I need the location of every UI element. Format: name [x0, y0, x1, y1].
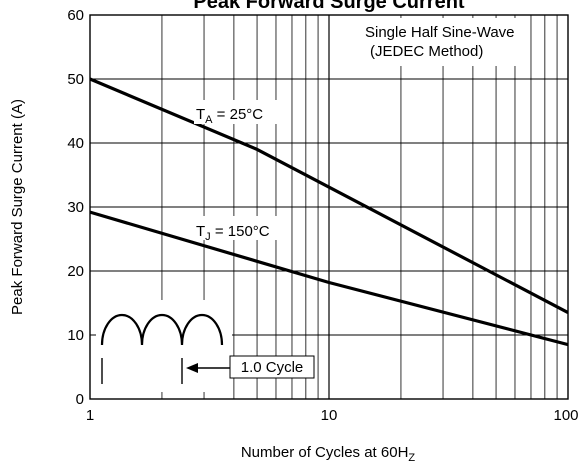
cycle-label: 1.0 Cycle [241, 359, 304, 376]
y-axis-label: Peak Forward Surge Current (A) [9, 99, 26, 315]
series-line-tj-150c [90, 210, 568, 347]
half-sine-wave-icon [96, 300, 232, 392]
note-line-2: (JEDEC Method) [370, 43, 483, 60]
cycle-arrow [186, 363, 230, 373]
x-tick-label: 1 [86, 407, 94, 424]
y-tick-label: 0 [76, 391, 84, 408]
x-axis-label-main: Number of Cycles at 60H [241, 444, 409, 461]
y-tick-label: 50 [67, 71, 84, 88]
x-tick-label: 10 [321, 407, 338, 424]
y-tick-label: 10 [67, 327, 84, 344]
x-axis-label-sub: Z [408, 452, 415, 462]
y-tick-label: 40 [67, 135, 84, 152]
x-axis-label: Number of Cycles at 60HZ [241, 444, 416, 462]
note-line-1: Single Half Sine-Wave [365, 24, 515, 41]
chart-title: Peak Forward Surge Current [193, 0, 465, 13]
y-tick-label: 60 [67, 7, 84, 24]
x-tick-label: 100 [553, 407, 578, 424]
series-line-ta-25c [90, 77, 568, 315]
note-box-bg [362, 18, 526, 66]
y-tick-label: 20 [67, 263, 84, 280]
plot-frame [89, 14, 569, 400]
cycle-label-box [229, 355, 315, 379]
series-label-bg-ta [194, 100, 280, 124]
series-label-ta-25c: TA = 25°C [196, 106, 263, 126]
series-label-tj-150c: TJ = 150°C [196, 223, 270, 243]
series-label-bg-tj [194, 216, 290, 240]
y-tick-label: 30 [67, 199, 84, 216]
axis-ticks: 0 10 20 30 40 50 60 1 10 100 [67, 7, 578, 424]
